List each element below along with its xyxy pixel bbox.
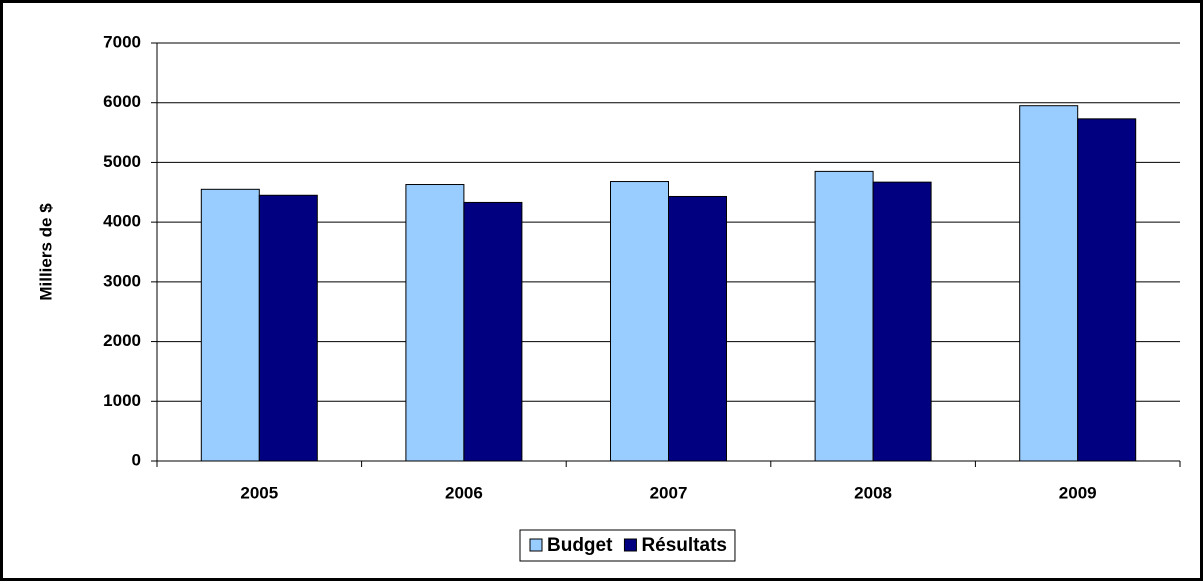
bar	[463, 201, 523, 462]
legend-swatch	[623, 538, 637, 552]
x-tick-label: 2008	[854, 483, 892, 502]
bar	[668, 195, 727, 462]
bar	[258, 194, 318, 462]
y-tick-label: 0	[132, 450, 141, 469]
bar	[405, 184, 465, 462]
y-tick-label: 5000	[103, 152, 141, 171]
bar	[610, 181, 669, 462]
legend-label: Budget	[547, 535, 613, 556]
y-axis-label: Milliers de $	[36, 203, 55, 301]
x-tick-label: 2007	[650, 483, 688, 502]
y-tick-label: 1000	[103, 391, 141, 410]
y-tick-label: 4000	[103, 212, 141, 231]
bar	[872, 181, 932, 462]
y-tick-label: 2000	[103, 331, 141, 350]
x-tick-label: 2006	[445, 483, 483, 502]
bar	[814, 170, 874, 462]
y-tick-label: 7000	[103, 32, 141, 51]
legend-swatch	[529, 538, 543, 552]
x-tick-label: 2009	[1059, 483, 1097, 502]
bar	[200, 188, 260, 462]
y-tick-label: 3000	[103, 271, 141, 290]
y-tick-label: 6000	[103, 92, 141, 111]
x-tick-label: 2005	[240, 483, 278, 502]
bar	[1019, 105, 1079, 462]
bar	[1077, 118, 1137, 462]
legend-label: Résultats	[641, 535, 727, 556]
